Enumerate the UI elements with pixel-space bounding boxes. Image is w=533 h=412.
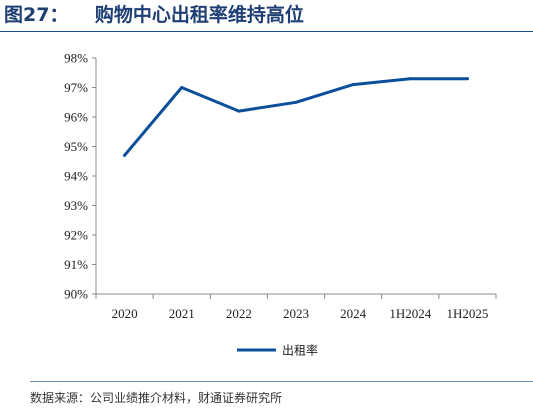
data-point [237, 109, 241, 113]
series-layer [123, 77, 469, 157]
y-tick-label: 97% [64, 80, 88, 95]
y-tick-label: 95% [64, 139, 88, 154]
occupancy-rate-chart: 90% 91% 92% 93% 94% 95% 96% 97% 98% 2020 2021 2022… [64, 51, 497, 358]
y-tick-label: 90% [64, 287, 88, 302]
x-tick-label: 2023 [283, 306, 309, 321]
legend: 出租率 [237, 343, 318, 358]
title-divider [0, 31, 533, 32]
y-tick-label: 92% [64, 228, 88, 243]
x-axis: 2020 2021 2022 2023 2024 1H2024 1H2025 [95, 293, 497, 321]
y-tick-label: 98% [64, 51, 88, 66]
data-point [351, 83, 355, 87]
data-point [408, 77, 412, 81]
data-point [123, 153, 127, 157]
source-note: 数据来源：公司业绩推介材料，财通证券研究所 [30, 391, 283, 405]
x-tick-label: 2021 [169, 306, 195, 321]
x-tick-label: 2024 [340, 306, 367, 321]
x-tick-label: 1H2024 [389, 306, 431, 321]
y-tick-label: 96% [64, 110, 88, 125]
y-axis: 90% 91% 92% 93% 94% 95% 96% 97% 98% [64, 51, 97, 302]
footer-divider [30, 381, 533, 382]
series-line-occupancy-rate [123, 77, 469, 157]
data-point [294, 100, 298, 104]
data-point [465, 77, 469, 81]
data-point [180, 86, 184, 89]
x-tick-label: 1H2025 [446, 306, 488, 321]
x-tick-label: 2020 [112, 306, 138, 321]
page-title: 图27： 购物中心出租率维持高位 [4, 4, 304, 26]
y-tick-label: 94% [64, 169, 88, 184]
y-tick-label: 91% [64, 257, 88, 272]
x-tick-label: 2022 [226, 306, 252, 321]
legend-label: 出租率 [282, 343, 318, 358]
y-tick-label: 93% [64, 198, 88, 213]
